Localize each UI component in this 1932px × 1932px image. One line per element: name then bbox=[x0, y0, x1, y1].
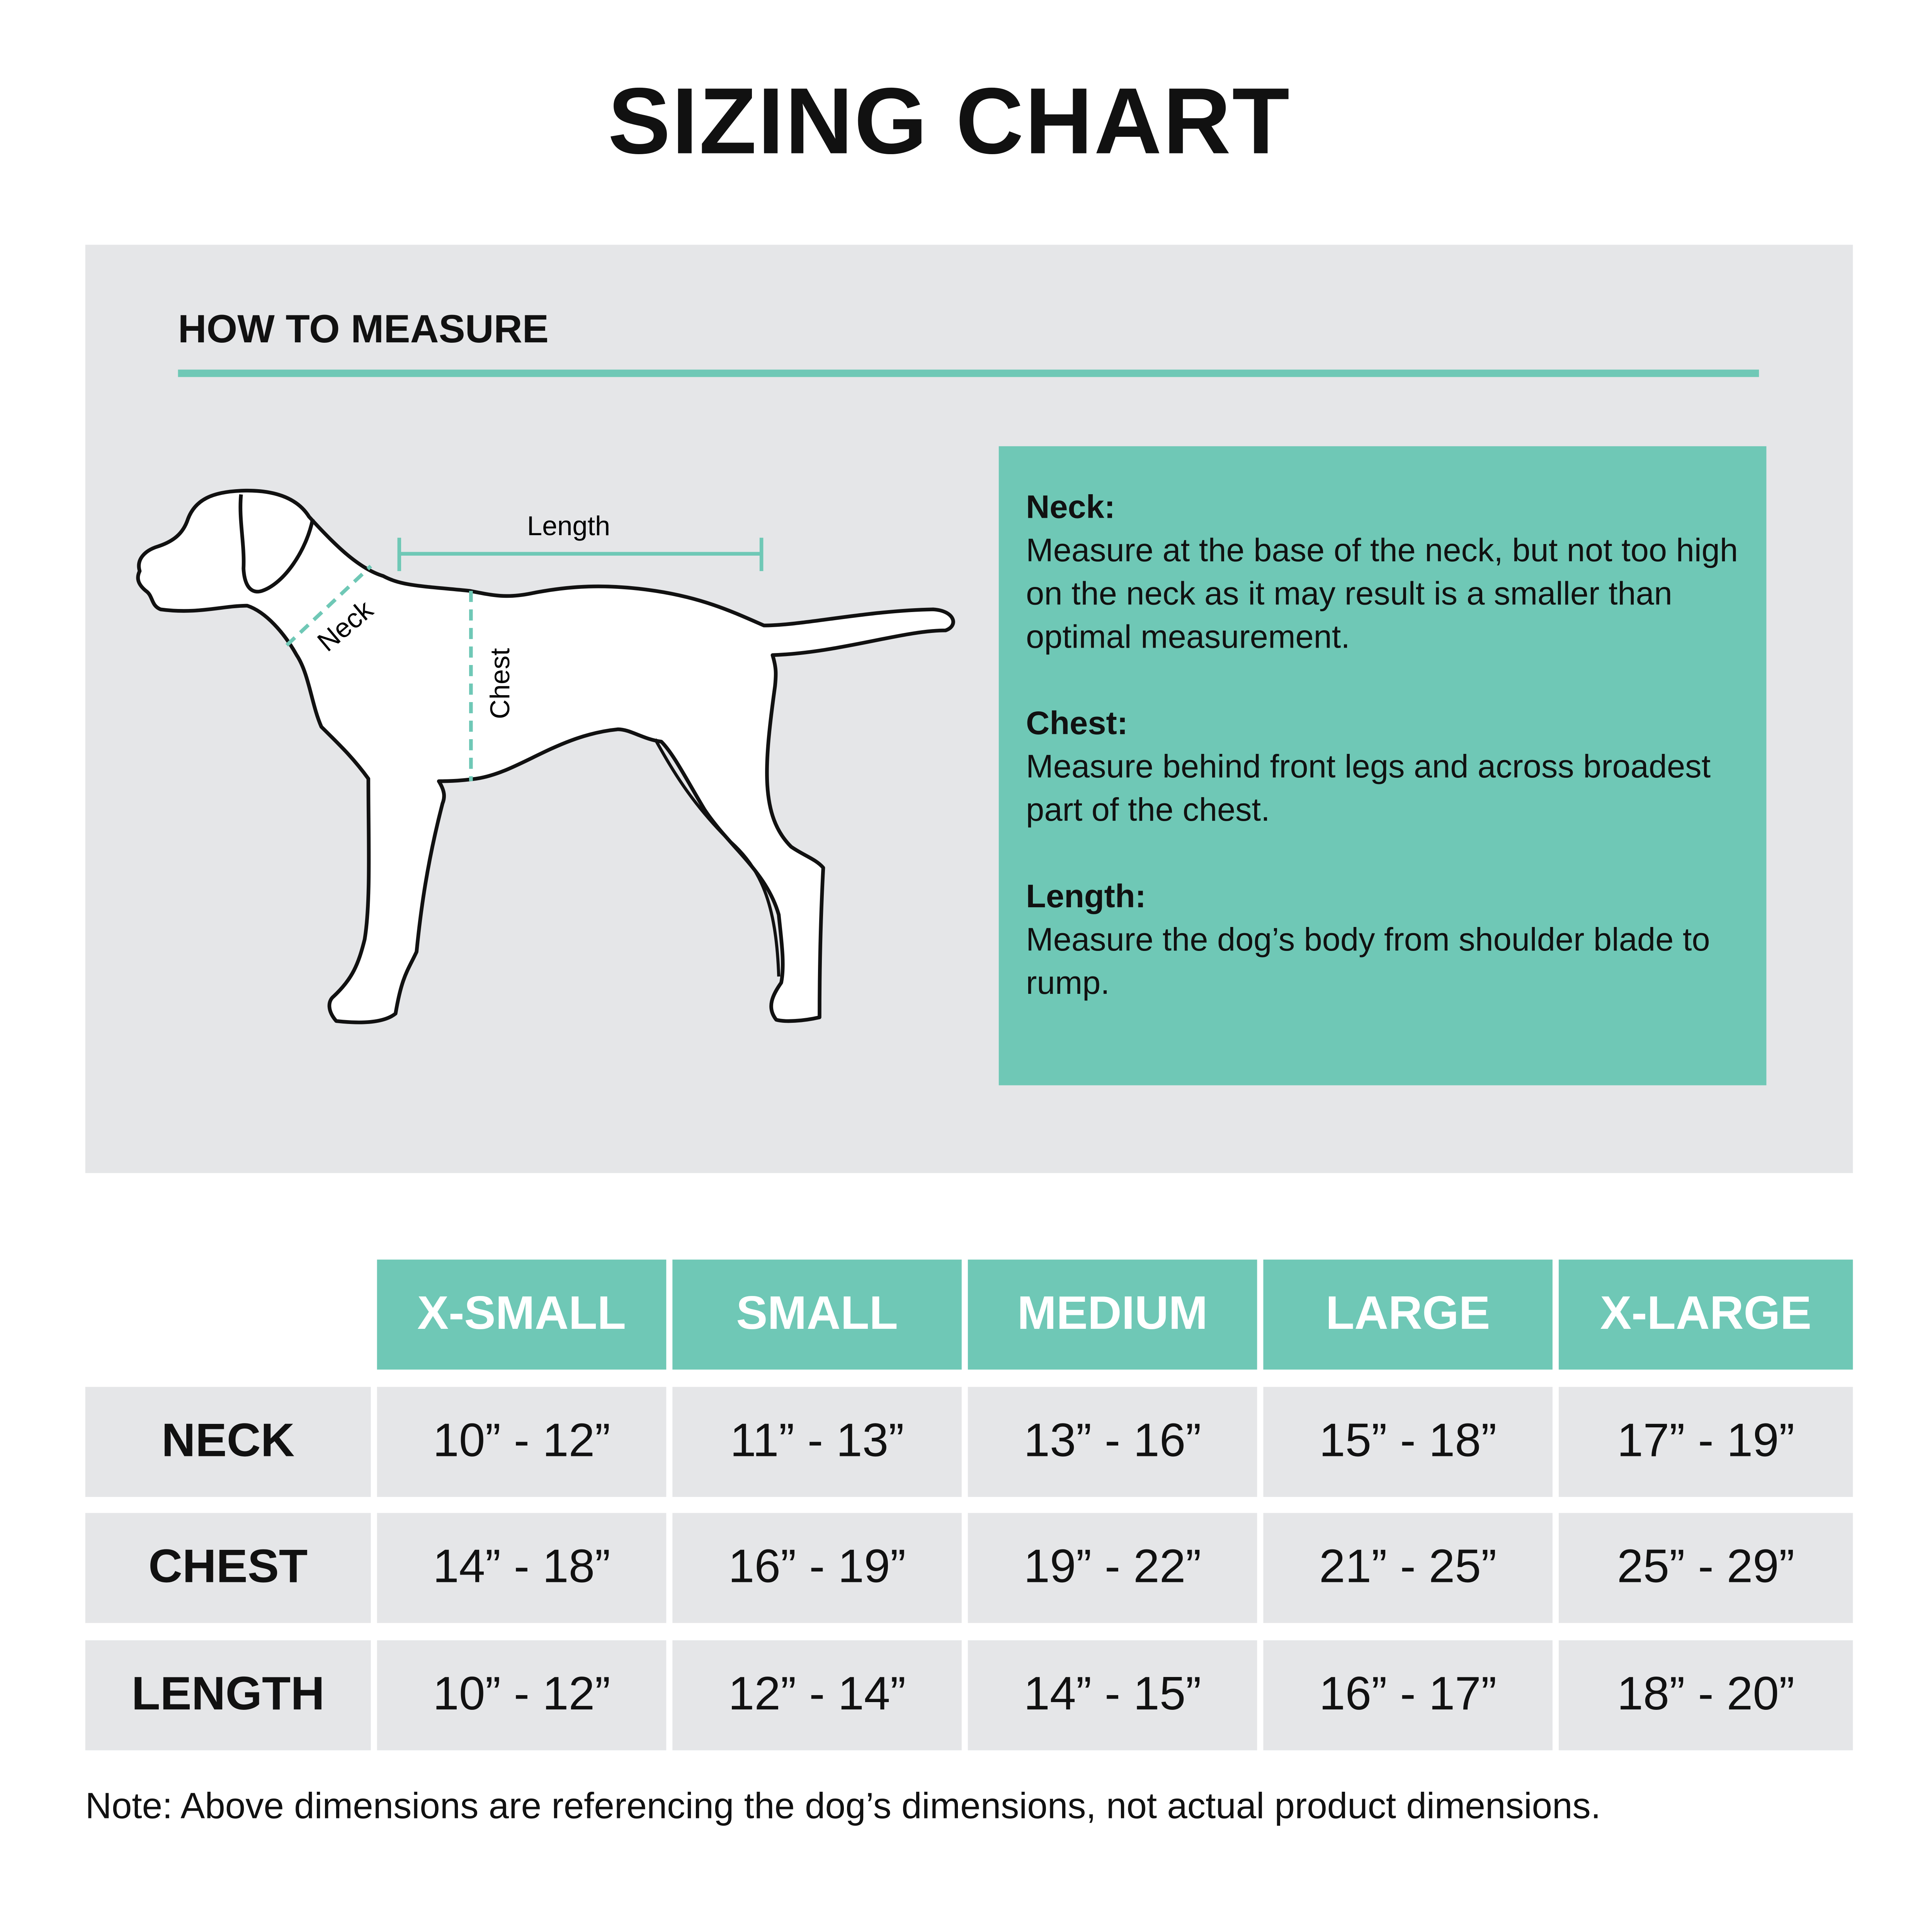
dog-measurement-diagram: Length Neck Chest bbox=[136, 488, 955, 1024]
footnote: Note: Above dimensions are referencing t… bbox=[85, 1786, 1601, 1827]
instruction-label: Chest: bbox=[1026, 704, 1128, 742]
neck-measure-line bbox=[285, 565, 372, 647]
row-label: LENGTH bbox=[85, 1640, 371, 1750]
page-title: SIZING CHART bbox=[608, 69, 1291, 175]
dog-outline bbox=[136, 488, 955, 1024]
neck-instruction: Neck: Measure at the base of the neck, b… bbox=[1026, 486, 1755, 659]
table-cell: 13” - 16” bbox=[968, 1387, 1257, 1497]
table-cell: 16” - 19” bbox=[672, 1513, 962, 1623]
dog-hind-leg-inner bbox=[653, 738, 781, 977]
table-cell: 16” - 17” bbox=[1263, 1640, 1553, 1750]
table-cell: 19” - 22” bbox=[968, 1513, 1257, 1623]
row-label: NECK bbox=[85, 1387, 371, 1497]
instruction-text: Measure the dog’s body from shoulder bla… bbox=[1026, 921, 1710, 1002]
row-label: CHEST bbox=[85, 1513, 371, 1623]
instruction-label: Neck: bbox=[1026, 488, 1116, 526]
column-header: SMALL bbox=[672, 1259, 962, 1370]
column-header: MEDIUM bbox=[968, 1259, 1257, 1370]
measurement-instructions: Neck: Measure at the base of the neck, b… bbox=[998, 446, 1767, 1085]
table-cell: 14” - 18” bbox=[377, 1513, 667, 1623]
table-cell: 11” - 13” bbox=[672, 1387, 962, 1497]
column-header: X-LARGE bbox=[1558, 1259, 1853, 1370]
section-heading: HOW TO MEASURE bbox=[178, 306, 549, 351]
instruction-label: Length: bbox=[1026, 878, 1146, 915]
length-label: Length bbox=[527, 510, 610, 541]
table-cell: 10” - 12” bbox=[377, 1387, 667, 1497]
table-cell: 17” - 19” bbox=[1558, 1387, 1853, 1497]
table-cell: 18” - 20” bbox=[1558, 1640, 1853, 1750]
chest-label: Chest bbox=[485, 648, 515, 719]
table-cell: 14” - 15” bbox=[968, 1640, 1257, 1750]
length-measure-bar bbox=[397, 537, 764, 571]
divider bbox=[178, 369, 1759, 377]
table-cell: 15” - 18” bbox=[1263, 1387, 1553, 1497]
column-header: X-SMALL bbox=[377, 1259, 667, 1370]
column-header: LARGE bbox=[1263, 1259, 1553, 1370]
table-cell: 12” - 14” bbox=[672, 1640, 962, 1750]
instruction-text: Measure behind front legs and across bro… bbox=[1026, 748, 1711, 828]
length-instruction: Length: Measure the dog’s body from shou… bbox=[1026, 875, 1755, 1005]
instruction-text: Measure at the base of the neck, but not… bbox=[1026, 531, 1738, 655]
dog-ear bbox=[238, 494, 315, 594]
table-cell: 21” - 25” bbox=[1263, 1513, 1553, 1623]
chest-instruction: Chest: Measure behind front legs and acr… bbox=[1026, 702, 1755, 832]
table-cell: 10” - 12” bbox=[377, 1640, 667, 1750]
table-cell: 25” - 29” bbox=[1558, 1513, 1853, 1623]
